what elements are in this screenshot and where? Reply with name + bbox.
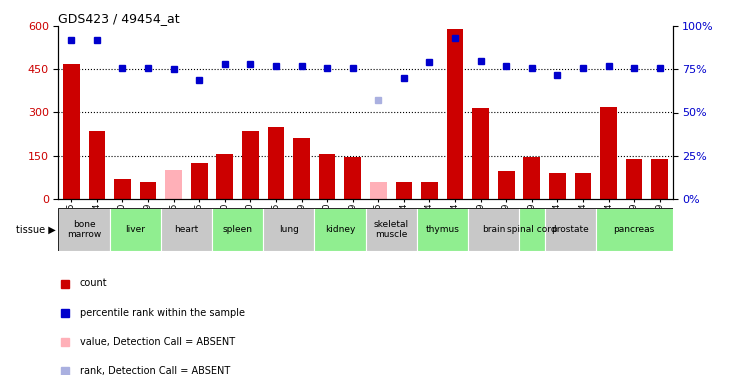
Bar [519,208,545,251]
Bar [549,173,566,199]
Bar [498,171,515,199]
Bar [191,163,208,199]
Bar [110,208,161,251]
Bar [421,182,438,199]
Bar [165,170,182,199]
Text: skeletal
muscle: skeletal muscle [374,220,409,239]
Bar [242,131,259,199]
Text: liver: liver [125,225,145,234]
Bar [395,182,412,199]
Text: spleen: spleen [222,225,253,234]
Text: percentile rank within the sample: percentile rank within the sample [80,308,245,318]
Text: heart: heart [174,225,199,234]
Bar [545,208,596,251]
Bar [468,208,519,251]
Text: rank, Detection Call = ABSENT: rank, Detection Call = ABSENT [80,366,230,375]
Text: kidney: kidney [325,225,355,234]
Text: pancreas: pancreas [613,225,655,234]
Bar [58,208,110,251]
Text: count: count [80,279,107,288]
Text: GDS423 / 49454_at: GDS423 / 49454_at [58,12,180,25]
Bar [140,182,156,199]
Text: value, Detection Call = ABSENT: value, Detection Call = ABSENT [80,337,235,347]
Bar [626,159,643,199]
Text: thymus: thymus [425,225,459,234]
Text: brain: brain [482,225,505,234]
Bar [596,208,673,251]
Bar [447,29,463,199]
Bar [600,107,617,199]
Bar [314,208,366,251]
Bar [344,157,361,199]
Text: bone
marrow: bone marrow [67,220,101,239]
Bar [523,157,540,199]
Bar [370,182,387,199]
Text: prostate: prostate [551,225,589,234]
Bar [651,159,668,199]
Bar [114,178,131,199]
Bar [319,154,336,199]
Text: tissue ▶: tissue ▶ [16,225,56,235]
Bar [472,108,489,199]
Text: spinal cord: spinal cord [507,225,556,234]
Bar [575,173,591,199]
Bar [161,208,212,251]
Bar [216,154,233,199]
Bar [263,208,314,251]
Bar [63,64,80,199]
Bar [88,131,105,199]
Bar [293,138,310,199]
Bar [366,208,417,251]
Text: lung: lung [279,225,299,234]
Bar [268,127,284,199]
Bar [212,208,263,251]
Bar [417,208,468,251]
